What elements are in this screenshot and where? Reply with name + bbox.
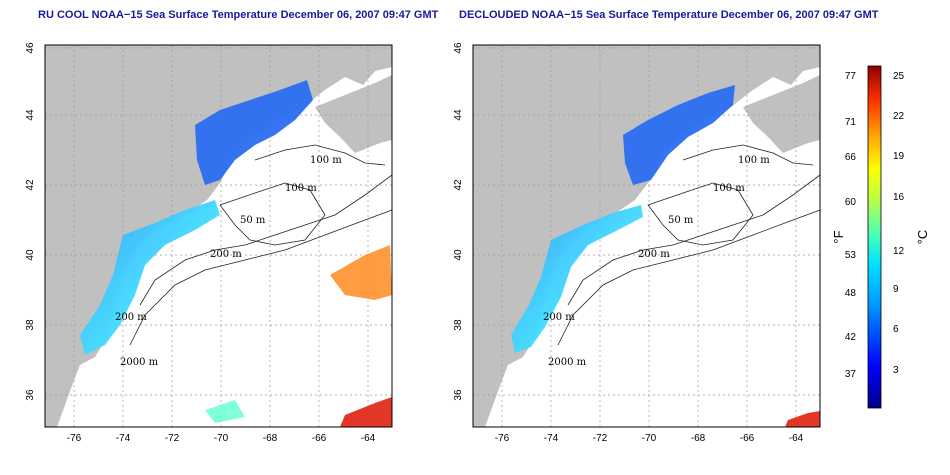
bathymetry-contours <box>129 144 393 346</box>
map-title-right: DECLOUDED NOAA−15 Sea Surface Temperatur… <box>459 9 879 21</box>
x-tick-label: -72 <box>165 433 180 444</box>
x-tick-label: -64 <box>789 433 804 444</box>
sst-swath-shelf <box>511 205 643 353</box>
fahrenheit-tick-label: 42 <box>845 332 857 343</box>
contour-label: 100 m <box>738 155 770 166</box>
contour-label: 100 m <box>713 183 745 194</box>
x-tick-label: -72 <box>593 433 608 444</box>
celsius-tick-label: 25 <box>893 71 905 82</box>
map-title-left: RU COOL NOAA−15 Sea Surface Temperature … <box>38 9 439 21</box>
sst-swath-shelf <box>80 200 220 355</box>
contour-label: 50 m <box>240 215 266 226</box>
contour-label: 100 m <box>310 155 342 166</box>
celsius-tick-label: 12 <box>893 246 905 257</box>
y-tick-label: 38 <box>25 319 36 331</box>
contour-label: 200 m <box>115 312 147 323</box>
contour-label: 50 m <box>668 215 694 226</box>
sst-warm-patch-east <box>330 245 392 300</box>
fahrenheit-tick-label: 48 <box>845 288 857 299</box>
map-frame <box>472 44 821 428</box>
fahrenheit-unit-label: °F <box>831 230 846 243</box>
land-mass-nova-scotia <box>743 75 820 153</box>
contour-label: 2000 m <box>120 357 159 368</box>
contour-label: 200 m <box>543 312 575 323</box>
contour-label: 2000 m <box>548 357 587 368</box>
x-tick-label: -66 <box>740 433 755 444</box>
y-tick-label: 46 <box>453 42 464 54</box>
land-mass <box>45 45 392 427</box>
y-tick-label: 42 <box>25 179 36 191</box>
bathymetry-contours <box>557 144 821 346</box>
sst-swath-gulf-of-maine <box>195 80 313 185</box>
y-tick-label: 44 <box>453 109 464 121</box>
celsius-tick-label: 22 <box>893 111 905 122</box>
contour-label: 200 m <box>638 249 670 260</box>
sst-warm-patch-southeast <box>785 411 820 427</box>
y-tick-label: 38 <box>453 319 464 331</box>
x-tick-label: -76 <box>495 433 510 444</box>
y-tick-label: 42 <box>453 179 464 191</box>
fahrenheit-tick-label: 60 <box>845 197 857 208</box>
x-tick-label: -64 <box>361 433 376 444</box>
celsius-tick-label: 16 <box>893 192 905 203</box>
map-panel-left: 100 m 100 m 50 m 200 m 200 m 2000 m -76 … <box>25 42 393 444</box>
celsius-tick-label: 9 <box>893 284 899 295</box>
y-tick-label: 40 <box>25 249 36 261</box>
sst-small-patch <box>205 400 245 423</box>
fahrenheit-tick-label: 37 <box>845 369 857 380</box>
map-panel-right: 100 m 100 m 50 m 200 m 200 m 2000 m -76 … <box>453 42 821 444</box>
y-tick-label: 40 <box>453 249 464 261</box>
celsius-unit-label: °C <box>915 230 930 245</box>
y-tick-label: 36 <box>25 389 36 401</box>
x-tick-label: -74 <box>544 433 559 444</box>
y-tick-label: 36 <box>453 389 464 401</box>
y-tick-label: 44 <box>25 109 36 121</box>
sst-warm-patch-southeast <box>340 397 392 427</box>
x-tick-label: -68 <box>691 433 706 444</box>
x-tick-label: -70 <box>642 433 657 444</box>
celsius-tick-label: 6 <box>893 324 899 335</box>
fahrenheit-tick-label: 66 <box>845 152 857 163</box>
fahrenheit-tick-label: 53 <box>845 250 857 261</box>
land-mass-nova-scotia <box>315 75 392 153</box>
fahrenheit-tick-label: 77 <box>845 71 857 82</box>
x-tick-label: -76 <box>67 433 82 444</box>
y-tick-label: 46 <box>25 42 36 54</box>
sst-swath-gulf-of-maine <box>623 85 735 185</box>
x-tick-label: -74 <box>116 433 131 444</box>
x-tick-label: -66 <box>312 433 327 444</box>
land-mass <box>473 45 820 427</box>
contour-label: 200 m <box>210 249 242 260</box>
contour-label: 100 m <box>285 183 317 194</box>
map-frame <box>44 44 393 428</box>
colorbar-gradient <box>867 65 882 409</box>
celsius-tick-label: 19 <box>893 151 905 162</box>
colorbar: 77 71 66 60 53 48 42 37 25 22 19 16 12 9… <box>831 65 930 409</box>
celsius-tick-label: 3 <box>893 365 899 376</box>
x-tick-label: -68 <box>263 433 278 444</box>
x-tick-label: -70 <box>214 433 229 444</box>
fahrenheit-tick-label: 71 <box>845 117 857 128</box>
